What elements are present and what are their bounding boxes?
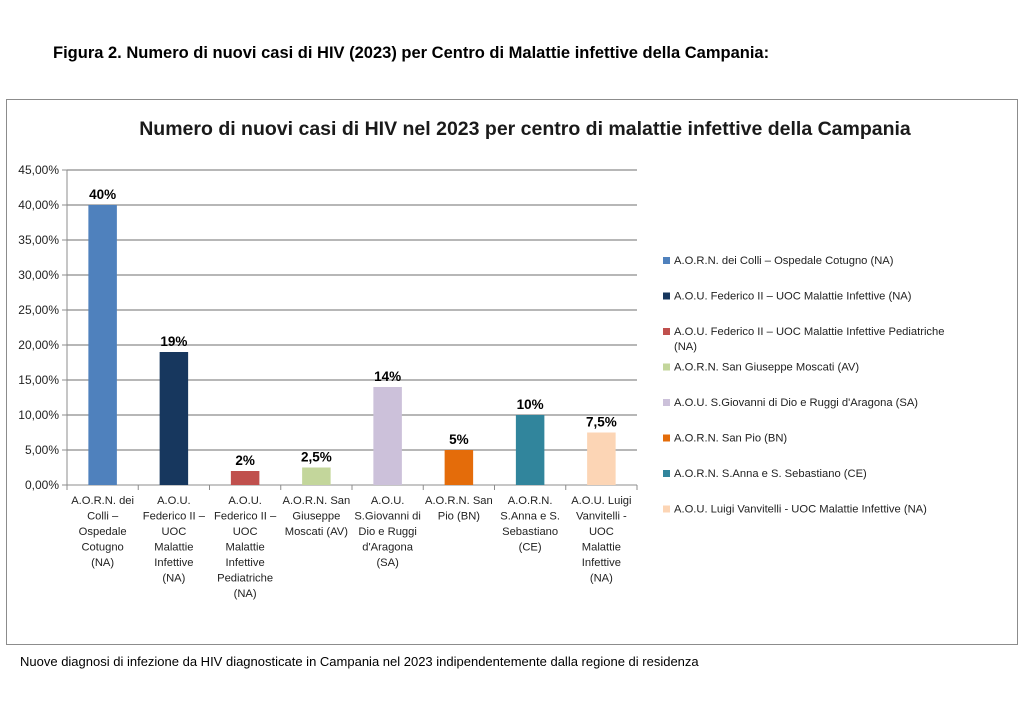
y-tick-label: 25,00% — [18, 303, 59, 317]
data-label: 2,5% — [301, 450, 332, 465]
legend-entry: A.O.U. Federico II – UOC Malattie Infett… — [674, 291, 912, 303]
bar — [88, 205, 117, 485]
bar — [159, 352, 189, 485]
legend-swatch — [663, 505, 670, 513]
y-tick-label: 40,00% — [18, 198, 59, 212]
legend-swatch — [663, 434, 670, 442]
bar — [587, 432, 616, 485]
legend-entry: A.O.R.N. dei Colli – Ospedale Cotugno (N… — [674, 255, 894, 267]
x-tick-label: A.O.U. Federico II – UOC Malattie Infettive(… — [143, 495, 206, 585]
x-tick-label: A.O.R.N. S.Anna e S. Sebastiano (CE) — [500, 495, 560, 554]
chart-container: Numero di nuovi casi di HIV nel 2023 per… — [6, 99, 1018, 645]
legend-entry: A.O.R.N. San Giuseppe Moscati (AV) — [674, 362, 859, 374]
data-label: 40% — [89, 187, 116, 202]
y-tick-label: 15,00% — [18, 373, 59, 387]
chart-title: Numero di nuovi casi di HIV nel 2023 per… — [139, 118, 911, 140]
x-tick-label: A.O.R.N. dei Colli – Ospedale Cotugno (NA) — [71, 495, 134, 569]
data-label: 14% — [374, 369, 401, 384]
footnote: Nuove diagnosi di infezione da HIV diagn… — [20, 654, 699, 669]
legend-entry: A.O.R.N. S.Anna e S. Sebastiano (CE) — [674, 468, 867, 480]
x-tick-label: A.O.U. Luigi Vanvitelli -UOC Malattie Infet… — [571, 495, 631, 585]
x-tick-label: A.O.R.N. San Pio (BN) — [425, 495, 493, 523]
legend-swatch — [663, 363, 670, 371]
figure-caption: Figura 2. Numero di nuovi casi di HIV (2… — [53, 44, 770, 62]
data-label: 10% — [517, 397, 544, 412]
legend-swatch — [663, 292, 670, 300]
legend-swatch — [663, 328, 670, 335]
data-label: 5% — [449, 432, 469, 447]
y-tick-label: 20,00% — [18, 338, 59, 352]
legend-swatch — [663, 470, 670, 477]
bar — [444, 450, 474, 485]
y-tick-label: 35,00% — [18, 233, 59, 247]
bar — [230, 471, 260, 485]
y-tick-label: 45,00% — [18, 163, 59, 177]
bar — [515, 415, 545, 485]
y-tick-label: 10,00% — [18, 408, 59, 422]
legend-entry: A.O.U. Luigi Vanvitelli - UOC Malattie I… — [674, 504, 927, 516]
legend-entry: A.O.U. Federico II – UOC Malattie Infett… — [674, 326, 944, 353]
y-tick-label: 0,00% — [25, 478, 59, 492]
y-tick-label: 5,00% — [25, 443, 59, 457]
bar-chart: Numero di nuovi casi di HIV nel 2023 per… — [18, 118, 944, 600]
legend-entry: A.O.U. S.Giovanni di Dio e Ruggi d'Arago… — [674, 397, 918, 409]
data-label: 19% — [160, 334, 187, 349]
legend-swatch — [663, 399, 670, 406]
bar — [373, 387, 402, 485]
x-tick-label: A.O.U. Federico II – UOC Malattie Infettive P… — [214, 495, 277, 600]
x-tick-label: A.O.R.N. San Giuseppe Moscati (AV) — [282, 495, 350, 538]
y-tick-label: 30,00% — [18, 268, 59, 282]
legend-entry: A.O.R.N. San Pio (BN) — [674, 433, 787, 445]
data-label: 2% — [235, 453, 255, 468]
bar — [302, 467, 331, 485]
x-tick-label: A.O.U. S.Giovanni di Dio e Ruggi d'Aragona(… — [354, 495, 421, 569]
legend-swatch — [663, 257, 670, 264]
data-label: 7,5% — [586, 415, 617, 430]
